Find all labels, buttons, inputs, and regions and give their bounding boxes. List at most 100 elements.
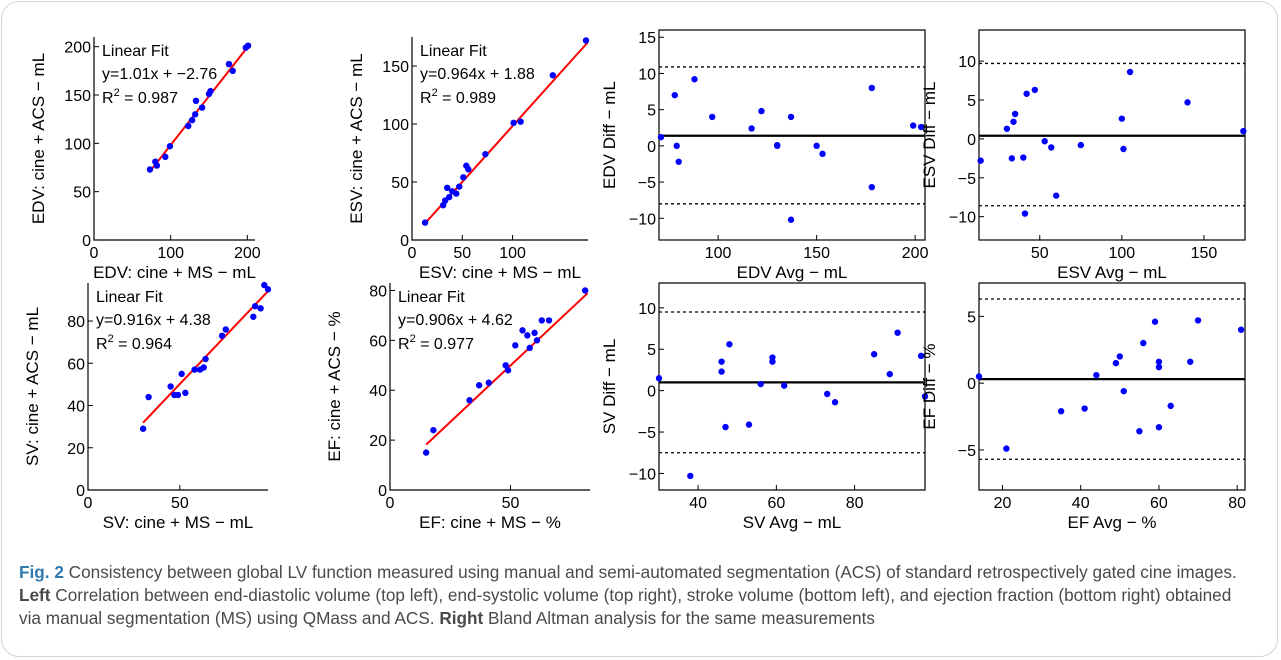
y-tick-label: 5 <box>647 342 656 359</box>
data-point <box>465 166 472 173</box>
y-tick-label: 50 <box>73 185 91 202</box>
y-tick-label: 60 <box>369 333 387 350</box>
data-point <box>787 216 795 223</box>
x-tick-label: 80 <box>1228 495 1246 512</box>
data-point <box>673 142 680 150</box>
data-point <box>526 344 533 352</box>
x-axis-label: EDV: cine + MS − mL <box>93 263 256 282</box>
data-point <box>166 143 174 150</box>
annotation-title: Linear Fit <box>96 289 163 306</box>
x-tick-label: 60 <box>1150 495 1168 512</box>
y-tick-label: −10 <box>629 466 656 483</box>
figure-caption: Fig. 2 Consistency between global LV fun… <box>19 561 1254 630</box>
data-point <box>1187 358 1194 365</box>
data-point <box>512 342 519 349</box>
data-point <box>198 104 206 111</box>
data-point <box>718 368 725 375</box>
x-tick-label: 40 <box>1072 495 1090 512</box>
data-point <box>582 37 590 44</box>
caption-fig-label: Fig. 2 <box>19 562 64 582</box>
data-point <box>191 366 198 373</box>
y-tick-label: 0 <box>82 233 91 250</box>
data-point <box>178 370 185 378</box>
y-tick-label: 5 <box>967 93 976 110</box>
data-point <box>1118 115 1126 122</box>
x-tick-label: 100 <box>1109 245 1136 262</box>
x-tick-label: 50 <box>171 495 189 512</box>
data-point <box>1057 408 1065 415</box>
x-tick-label: 150 <box>1191 245 1218 262</box>
data-point <box>657 133 665 141</box>
caption-right-word: Right <box>439 608 484 628</box>
y-tick-label: 15 <box>638 30 656 47</box>
annotation-r2: R2 = 0.987 <box>102 87 178 107</box>
data-point <box>200 364 207 371</box>
annotation-equation: y=0.964x + 1.88 <box>420 66 535 83</box>
data-point <box>475 382 483 389</box>
data-point <box>446 193 453 201</box>
data-point <box>218 332 226 340</box>
data-point <box>538 317 546 324</box>
data-point <box>502 362 509 369</box>
data-point <box>146 166 154 173</box>
data-point <box>456 183 463 190</box>
data-point <box>780 382 788 389</box>
y-tick-label: 0 <box>76 483 85 500</box>
data-point <box>1011 110 1019 118</box>
x-tick-label: 20 <box>994 495 1012 512</box>
data-point <box>485 379 492 386</box>
data-point <box>1081 405 1088 412</box>
data-point <box>1010 118 1017 125</box>
annotation-equation: y=0.906x + 4.62 <box>398 312 513 329</box>
x-tick-label: 100 <box>705 245 732 262</box>
data-point <box>757 380 764 388</box>
y-axis-label: SV: cine + ACS − mL <box>23 307 42 466</box>
annotation-title: Linear Fit <box>398 289 465 306</box>
y-axis-label: ESV: cine + ACS − mL <box>347 53 366 223</box>
data-point <box>222 326 229 333</box>
x-tick-label: 50 <box>1031 245 1049 262</box>
data-point <box>831 399 839 406</box>
y-tick-label: 0 <box>967 376 976 393</box>
x-tick-label: 200 <box>902 245 929 262</box>
data-point <box>182 389 189 397</box>
y-tick-label: 80 <box>369 283 387 300</box>
data-point <box>1155 358 1163 365</box>
data-point <box>519 327 526 334</box>
x-axis-label: EF: cine + MS − % <box>419 513 561 532</box>
data-point <box>581 287 589 294</box>
data-point <box>145 393 152 401</box>
data-point <box>691 76 698 83</box>
data-point <box>192 111 199 118</box>
data-point <box>1031 86 1039 94</box>
data-point <box>687 472 694 480</box>
data-point <box>1021 210 1029 217</box>
data-point <box>251 303 259 310</box>
data-point <box>174 391 182 399</box>
y-tick-label: 0 <box>647 384 656 401</box>
y-axis-label: EF Diff − % <box>920 343 939 429</box>
data-point <box>1151 318 1159 325</box>
data-point <box>1155 363 1163 371</box>
data-point <box>482 150 489 158</box>
x-axis-label: EF Avg − % <box>1068 513 1157 532</box>
y-tick-label: −5 <box>638 175 656 192</box>
data-point <box>1126 68 1134 76</box>
y-tick-label: 80 <box>67 314 85 331</box>
data-point <box>1184 99 1191 106</box>
data-point <box>1052 192 1060 199</box>
x-axis-label: SV Avg − mL <box>743 513 841 532</box>
data-point <box>655 375 663 382</box>
data-point <box>139 425 147 432</box>
y-tick-label: 40 <box>67 399 85 416</box>
y-tick-label: 5 <box>647 103 656 120</box>
data-point <box>421 219 429 226</box>
annotation-title: Linear Fit <box>420 43 487 60</box>
data-point <box>162 153 169 161</box>
y-tick-label: −5 <box>638 425 656 442</box>
data-point <box>748 125 755 132</box>
caption-text-c: Bland Altman analysis for the same measu… <box>483 608 875 628</box>
data-point <box>917 123 925 131</box>
x-tick-label: 0 <box>386 495 395 512</box>
y-tick-label: 0 <box>967 132 976 149</box>
